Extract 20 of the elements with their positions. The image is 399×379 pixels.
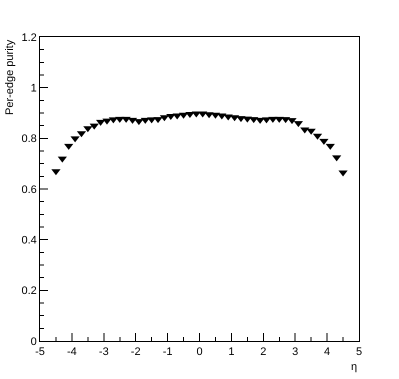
x-tick-label: -3 bbox=[98, 346, 109, 358]
y-axis-title: Per-edge purity bbox=[4, 39, 16, 115]
x-tick-label: 3 bbox=[292, 346, 298, 358]
x-tick-label: 0 bbox=[196, 346, 203, 358]
x-tick-label: 5 bbox=[356, 346, 362, 358]
y-tick-label: 0.6 bbox=[22, 184, 37, 196]
y-tick-label: 0.4 bbox=[22, 234, 37, 247]
x-tick-label: 4 bbox=[324, 346, 330, 358]
y-tick-label: 0.8 bbox=[22, 133, 37, 146]
y-tick-label: 0.2 bbox=[22, 285, 37, 298]
y-tick-label: 1 bbox=[30, 82, 37, 95]
x-tick-label: 1 bbox=[228, 346, 234, 358]
x-tick-label: -1 bbox=[162, 346, 172, 358]
x-axis-title: η bbox=[351, 361, 358, 373]
x-tick-label: 2 bbox=[260, 346, 266, 358]
y-tick-label: 0 bbox=[30, 336, 37, 348]
y-tick-label: 1.2 bbox=[22, 32, 37, 44]
x-tick-label: -4 bbox=[67, 346, 77, 358]
x-tick-label: -2 bbox=[130, 346, 141, 358]
x-tick-label: -5 bbox=[35, 346, 45, 358]
